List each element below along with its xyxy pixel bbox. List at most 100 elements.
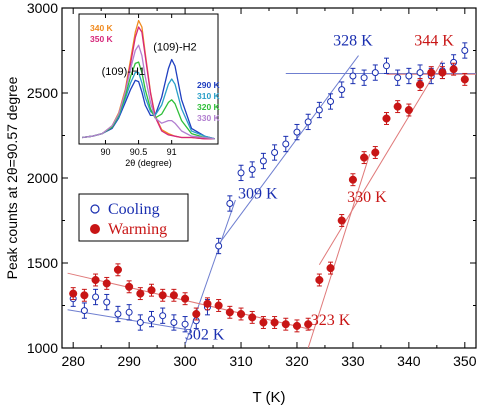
legend-cooling-marker [90,204,100,214]
warming-point [147,286,156,295]
warming-point [337,216,346,225]
warming-point [281,320,290,329]
warming-point [404,105,413,115]
y-tick-label: 1500 [27,255,58,271]
transition-label: 330 K [347,189,387,206]
warming-point [371,148,380,157]
y-axis-label: Peak counts at 2θ=90.57 degree [4,76,20,279]
warming-point [214,301,223,310]
warming-fit-line [307,154,371,349]
inset-x-tick-label: 91 [167,147,177,157]
inset-curve-290k [82,58,215,140]
x-tick-label: 350 [453,353,477,369]
transition-label: 344 K [414,32,454,49]
x-tick-label: 300 [173,353,197,369]
main-plot: 280 290 300 310 320 330 340 350 1000 1500 2000 2500… [4,0,477,406]
warming-point [449,65,458,74]
inset-curve-330k [82,44,215,140]
cooling-point [360,74,368,82]
legend-warming-label: Warming [108,221,167,238]
cooling-point [349,72,357,80]
warming-point [91,275,100,285]
cooling-point [382,62,390,70]
cooling-point [416,69,424,77]
legend-warming-marker [90,224,100,234]
warming-point [158,291,167,300]
transition-label: 302 K [185,327,225,344]
x-tick-label: 340 [397,353,421,369]
cooling-point [282,140,290,148]
legend: Cooling Warming [78,193,189,242]
cooling-point [394,74,402,82]
warming-point [315,275,324,285]
cooling-point [170,319,178,326]
warming-point [80,291,89,300]
cooling-point [80,307,88,315]
x-tick-label: 330 [341,353,365,369]
transition-label: 309 K [238,185,278,202]
cooling-point [92,293,100,301]
cooling-point [327,98,335,105]
warming-fit-line [318,60,443,265]
transition-label: 328 K [333,32,373,49]
x-tick-label: 310 [229,353,253,369]
cooling-point [215,242,223,250]
cooling-point [148,315,156,323]
inset-legend-label: 330 K [197,113,221,123]
warming-point [125,282,134,291]
cooling-point [259,157,267,165]
inset-legend-label: 350 K [90,34,114,44]
cooling-fit-line [218,55,359,245]
warming-point [69,289,78,298]
warming-point [259,318,268,327]
cooling-point [114,310,122,318]
x-axis-label: T (K) [252,389,285,406]
warming-point [236,309,246,319]
cooling-point [181,320,189,328]
x-tick-label: 320 [285,353,309,369]
warming-point [192,309,201,319]
cooling-point [226,200,234,207]
inset-legend-label: 340 K [90,23,114,33]
cooling-point [237,169,245,177]
cooling-point [293,128,301,136]
inset-x-tick-label: 90.5 [130,147,148,157]
warming-point [438,68,447,77]
warming-point [136,289,145,298]
inset-x-axis-label: 2θ (degree) [125,158,172,168]
y-tick-label: 2000 [27,170,58,186]
cooling-point [248,166,256,173]
cooling-point [103,298,111,306]
warming-point [427,68,436,77]
cooling-point [338,86,346,94]
cooling-point [271,149,279,156]
warming-point [360,153,369,162]
cooling-point [405,72,413,80]
y-tick-label: 1000 [27,340,58,356]
warming-point [225,308,234,317]
warming-point [203,299,212,308]
cooling-point [125,308,133,316]
inset-peak-label: (109)-H2 [153,41,196,53]
inset-legend-label: 290 K [197,80,221,90]
warming-point [270,318,279,327]
warming-point [348,175,357,184]
y-tick-label: 3000 [27,0,58,16]
warming-point [181,294,190,303]
warming-point [169,291,178,300]
cooling-point [461,47,469,54]
legend-cooling-label: Cooling [108,201,160,218]
warming-point [326,264,335,273]
warming-point [382,114,391,123]
inset-legend-label: 310 K [197,91,221,101]
cooling-point [136,319,144,326]
transition-label: 323 K [311,312,351,329]
warming-point [416,80,425,89]
warming-point [393,102,402,111]
cooling-point [159,312,167,320]
warming-point [102,279,111,288]
warming-point [304,320,313,329]
warming-point [460,75,469,84]
